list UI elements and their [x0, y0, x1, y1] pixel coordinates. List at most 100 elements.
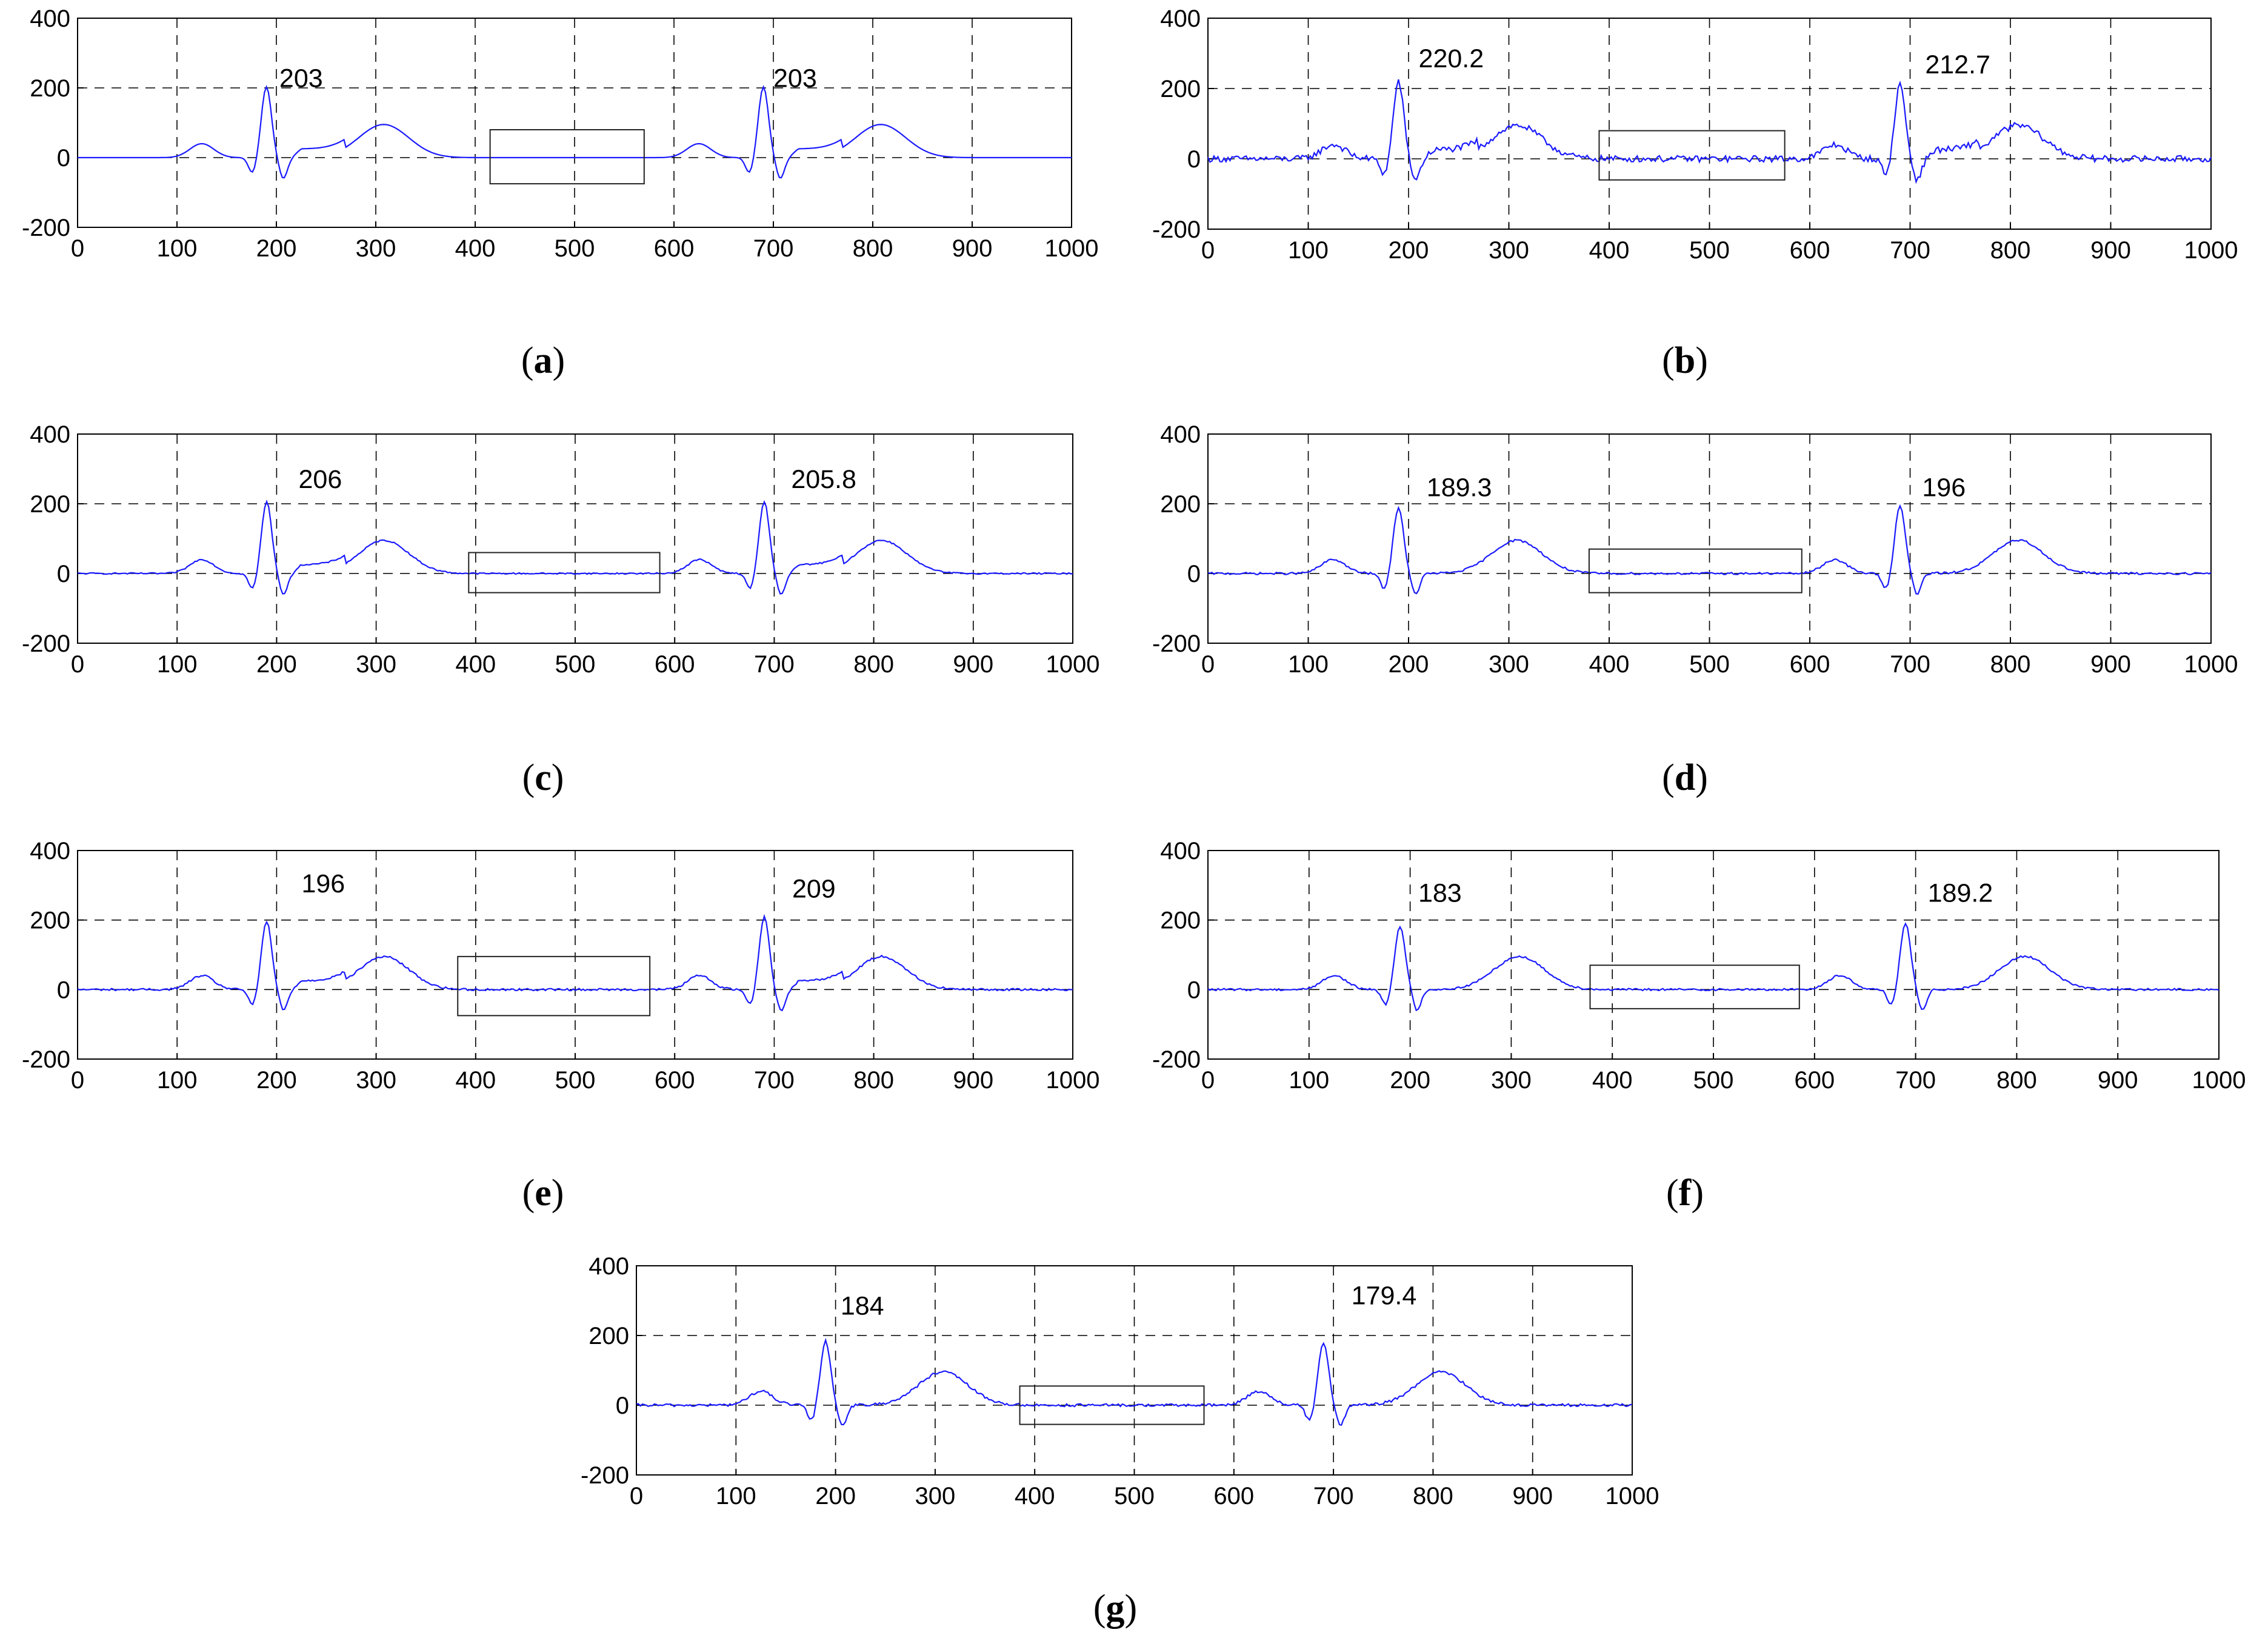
chart-panel-g: 0 100 200 300 400 500 600 700 800 900 1000-2000200…: [581, 1253, 1659, 1629]
x-tick-label: 500: [1689, 237, 1730, 264]
x-tick-label: 700: [754, 1067, 795, 1094]
x-tick-label: 400: [1592, 1067, 1633, 1094]
peak-value-label: 203: [773, 64, 817, 93]
y-tick-label: 0: [1187, 561, 1201, 587]
region-box: [457, 955, 651, 1017]
signal-series-line: [77, 914, 1073, 1012]
peak-value-label: 206: [299, 465, 342, 494]
x-tick-label: 300: [1489, 237, 1529, 264]
y-tick-label: -200: [581, 1462, 629, 1489]
chart-panel-a: 0 100 200 300 400 500 600 700 800 900 1000-2000200…: [22, 5, 1099, 381]
x-tick-label: 0: [630, 1483, 643, 1509]
chart-panel-b: 0 100 200 300 400 500 600 700 800 900 1000-2000200…: [1152, 5, 2238, 381]
x-tick-label: 200: [1389, 651, 1429, 678]
x-tick-label: 500: [555, 651, 596, 678]
x-tick-label: 300: [1489, 651, 1529, 678]
x-tick-label: 900: [953, 651, 993, 678]
x-tick-label: 1000: [2184, 237, 2238, 264]
peak-value-label: 189.2: [1928, 878, 1993, 908]
y-tick-label: 200: [589, 1323, 629, 1349]
x-tick-label: 200: [815, 1483, 856, 1509]
x-tick-label: 300: [356, 235, 396, 262]
y-tick-label: 200: [30, 75, 70, 102]
signal-series-line: [1207, 504, 2212, 595]
peak-value-label: 196: [301, 869, 345, 898]
y-tick-label: 400: [30, 5, 70, 32]
chart-panel-d: 0 100 200 300 400 500 600 700 800 900 1000-2000200…: [1152, 421, 2238, 798]
x-tick-label: 400: [1589, 651, 1630, 678]
y-tick-label: 0: [57, 977, 70, 1003]
panel-caption: (c): [522, 757, 564, 798]
peak-value-label: 189.3: [1427, 473, 1492, 502]
x-tick-label: 200: [256, 1067, 297, 1094]
x-tick-label: 100: [157, 1067, 198, 1094]
chart-panel-f: 0 100 200 300 400 500 600 700 800 900 1000-2000200…: [1152, 838, 2246, 1214]
x-tick-label: 800: [1990, 651, 2031, 678]
x-tick-label: 200: [256, 235, 297, 262]
x-tick-label: 300: [356, 651, 396, 678]
x-tick-label: 800: [853, 235, 893, 262]
x-tick-label: 100: [1289, 1067, 1329, 1094]
region-box: [468, 552, 661, 593]
peak-value-label: 220.2: [1419, 44, 1484, 73]
x-tick-label: 900: [2098, 1067, 2138, 1094]
x-tick-label: 300: [915, 1483, 956, 1509]
x-tick-label: 100: [716, 1483, 756, 1509]
x-tick-label: 900: [953, 1067, 993, 1094]
chart-panel-c: 0 100 200 300 400 500 600 700 800 900 1000-2000200…: [22, 421, 1100, 798]
y-tick-label: 200: [1160, 908, 1201, 934]
y-tick-label: -200: [1152, 1046, 1201, 1073]
panel-caption: (a): [521, 340, 565, 381]
panel-caption: (g): [1093, 1588, 1137, 1629]
x-tick-label: 1000: [1046, 1067, 1100, 1094]
x-tick-label: 300: [356, 1067, 396, 1094]
peak-value-label: 184: [841, 1292, 884, 1321]
x-tick-label: 1000: [1045, 235, 1099, 262]
x-tick-label: 500: [1689, 651, 1730, 678]
region-box: [1598, 130, 1786, 181]
x-tick-label: 900: [1512, 1483, 1553, 1509]
signal-series-line: [1207, 922, 2220, 1012]
x-tick-label: 0: [71, 235, 84, 262]
panel-caption: (b): [1662, 340, 1708, 381]
x-tick-label: 500: [555, 1067, 596, 1094]
x-tick-label: 700: [753, 235, 794, 262]
peak-value-label: 209: [792, 874, 836, 903]
y-tick-label: 0: [616, 1392, 629, 1419]
x-tick-label: 600: [1213, 1483, 1254, 1509]
x-tick-label: 800: [1996, 1067, 2037, 1094]
peak-value-label: 205.8: [791, 465, 856, 494]
signal-series-line: [636, 1337, 1633, 1426]
y-tick-label: -200: [22, 1046, 70, 1073]
x-tick-label: 0: [71, 651, 84, 678]
y-tick-label: 0: [57, 145, 70, 172]
x-tick-label: 100: [1288, 237, 1329, 264]
x-tick-label: 900: [2090, 237, 2131, 264]
x-tick-label: 500: [1693, 1067, 1734, 1094]
x-tick-label: 0: [1201, 1067, 1215, 1094]
y-tick-label: 400: [589, 1253, 629, 1280]
x-tick-label: 400: [1015, 1483, 1055, 1509]
peak-value-label: 183: [1418, 878, 1462, 908]
x-tick-label: 800: [853, 651, 894, 678]
x-tick-label: 700: [1890, 651, 1930, 678]
x-tick-label: 900: [952, 235, 993, 262]
y-tick-label: 0: [1187, 146, 1201, 173]
y-tick-label: 200: [1160, 76, 1201, 102]
x-tick-label: 600: [1790, 651, 1830, 678]
x-tick-label: 100: [1288, 651, 1329, 678]
x-tick-label: 0: [71, 1067, 84, 1094]
peak-value-label: 203: [279, 64, 323, 93]
y-tick-label: -200: [22, 630, 70, 657]
x-tick-label: 400: [455, 1067, 496, 1094]
y-tick-label: 200: [30, 908, 70, 934]
x-tick-label: 800: [1990, 237, 2031, 264]
x-tick-label: 1000: [2192, 1067, 2246, 1094]
x-tick-label: 700: [1313, 1483, 1354, 1509]
x-tick-label: 700: [754, 651, 795, 678]
peak-value-label: 196: [1922, 473, 1966, 502]
y-tick-label: 400: [30, 421, 70, 448]
chart-panel-e: 0 100 200 300 400 500 600 700 800 900 1000-2000200…: [22, 838, 1100, 1214]
peak-value-label: 212.7: [1925, 50, 1990, 79]
